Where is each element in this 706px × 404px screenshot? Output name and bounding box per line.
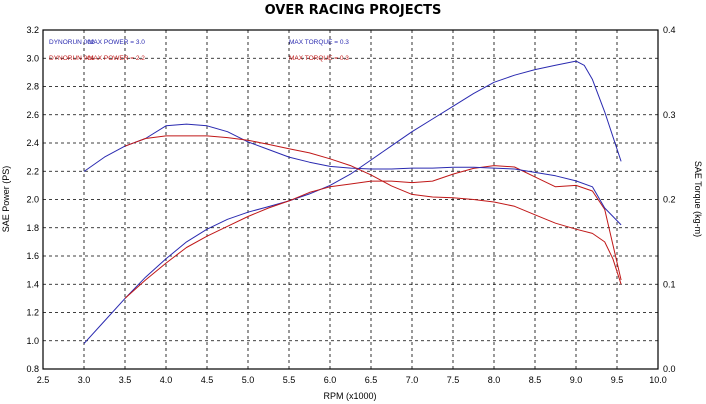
x-tick-label: 6.0 <box>324 375 337 385</box>
legend-run-1: DYNORUN 002 <box>49 39 95 46</box>
left-tick-label: 2.4 <box>26 138 39 148</box>
x-tick-label: 8.5 <box>529 375 542 385</box>
x-axis-label: RPM (x1000) <box>323 391 376 401</box>
chart-title: OVER RACING PROJECTS <box>265 3 442 18</box>
series-line-power-run-001 <box>124 165 622 299</box>
series-line-power-run-002 <box>83 60 622 344</box>
legend-torque-1: MAX TORQUE = 0.3 <box>289 39 349 46</box>
left-tick-label: 3.2 <box>26 25 39 35</box>
x-axis-ticks: 2.5 3.0 3.5 4.0 4.5 5.0 5.5 6.0 6.5 7.0 7.5 8.0 8.5 9… <box>37 375 667 385</box>
x-tick-label: 8.0 <box>488 375 501 385</box>
left-tick-label: 1.4 <box>26 279 39 289</box>
left-tick-label: 3.0 <box>26 53 39 63</box>
left-tick-label: 1.8 <box>26 223 39 233</box>
left-tick-label: 2.6 <box>26 110 39 120</box>
legend: DYNORUN 002 MAX POWER = 3.0 MAX TORQUE =… <box>49 39 349 62</box>
y-axis-label-left: SAE Power (PS) <box>1 166 11 233</box>
left-tick-label: 0.8 <box>26 364 39 374</box>
legend-torque-2: MAX TORQUE = 0.3 <box>289 55 349 62</box>
right-tick-label: 0.1 <box>663 279 676 289</box>
series-line-torque-run-002 <box>83 123 622 226</box>
x-tick-label: 9.0 <box>570 375 583 385</box>
left-axis-ticks: 0.8 1.0 1.2 1.4 1.6 1.8 2.0 2.2 2.4 2.6 2.8 3.0 3.2 <box>26 25 39 374</box>
y-axis-label-right: SAE Torque (kg-m) <box>693 161 703 237</box>
x-tick-label: 5.5 <box>283 375 296 385</box>
x-tick-label: 2.5 <box>37 375 50 385</box>
right-axis-ticks: 0.0 0.1 0.2 0.3 0.4 <box>663 25 676 374</box>
x-tick-label: 4.5 <box>201 375 214 385</box>
legend-power-2: MAX POWER = 2.2 <box>88 55 145 62</box>
left-tick-label: 1.6 <box>26 251 39 261</box>
series-line-torque-run-001 <box>124 135 622 285</box>
left-tick-label: 1.0 <box>26 336 39 346</box>
x-tick-label: 7.5 <box>447 375 460 385</box>
right-tick-label: 0.3 <box>663 110 676 120</box>
right-tick-label: 0.0 <box>663 364 676 374</box>
left-tick-label: 1.2 <box>26 308 39 318</box>
x-tick-label: 7.0 <box>406 375 419 385</box>
legend-run-2: DYNORUN 001 <box>49 55 95 62</box>
grid <box>43 30 658 369</box>
x-tick-label: 6.5 <box>365 375 378 385</box>
right-tick-label: 0.2 <box>663 195 676 205</box>
x-tick-label: 3.5 <box>119 375 132 385</box>
x-tick-label: 9.5 <box>611 375 624 385</box>
x-tick-label: 4.0 <box>160 375 173 385</box>
right-tick-label: 0.4 <box>663 25 676 35</box>
x-tick-label: 10.0 <box>649 375 667 385</box>
left-tick-label: 2.0 <box>26 195 39 205</box>
left-tick-label: 2.2 <box>26 166 39 176</box>
plot-frame <box>42 29 659 370</box>
x-tick-label: 3.0 <box>78 375 91 385</box>
legend-power-1: MAX POWER = 3.0 <box>88 39 145 46</box>
x-tick-label: 5.0 <box>242 375 255 385</box>
left-tick-label: 2.8 <box>26 82 39 92</box>
series-group <box>83 60 622 344</box>
